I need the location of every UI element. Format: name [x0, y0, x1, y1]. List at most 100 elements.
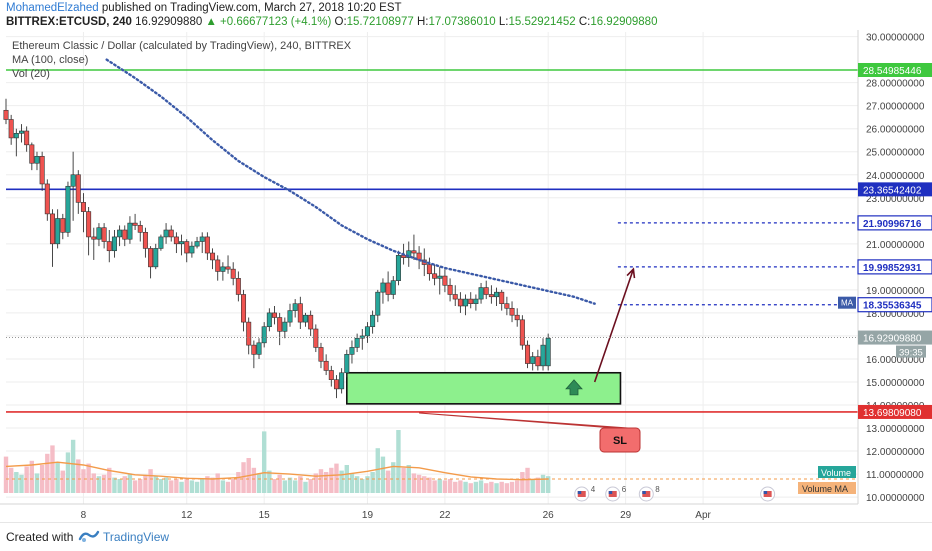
- volume-bar: [375, 448, 380, 493]
- candle-body: [91, 236, 97, 240]
- candle: [256, 338, 262, 359]
- candle-body: [499, 291, 505, 304]
- candle: [277, 312, 283, 346]
- time-tick-label: Apr: [695, 510, 711, 521]
- candle: [55, 209, 61, 249]
- chart-area[interactable]: SL 4 6 8 30.00000000 28.00000000 27.00000000 2…: [0, 30, 932, 522]
- volume-bar: [385, 470, 391, 493]
- volume-bar: [530, 479, 535, 493]
- volume-bar: [504, 483, 510, 493]
- candle: [297, 296, 303, 330]
- candle: [101, 223, 107, 249]
- price-tick-label: 27.00000000: [866, 102, 925, 113]
- ma-tag-bg: [838, 296, 856, 309]
- candle: [457, 292, 463, 313]
- candle-body: [189, 245, 195, 254]
- volume-bar: [143, 474, 148, 493]
- candle: [339, 368, 345, 394]
- candle-body: [60, 218, 66, 233]
- level-tag-label-bg: [858, 404, 932, 419]
- axis-background: [858, 30, 932, 522]
- countdown-bg: [896, 345, 926, 358]
- volume-bar: [96, 476, 102, 493]
- price-tick-label: 26.00000000: [866, 125, 925, 136]
- close-value: 16.92909880: [590, 16, 658, 28]
- candle-body: [230, 268, 236, 279]
- candle-body: [494, 291, 500, 298]
- candle-body: [117, 229, 123, 238]
- candle: [235, 271, 241, 302]
- candle: [117, 225, 123, 247]
- candle-body: [333, 379, 339, 390]
- candle: [426, 257, 432, 281]
- candle: [70, 151, 76, 221]
- candle: [447, 278, 453, 302]
- volume-ma-tag-label: Volume MA: [802, 484, 848, 494]
- grid-lines: [6, 32, 858, 504]
- level-tag-label-bg: [858, 62, 932, 77]
- volume-bars: [3, 430, 858, 493]
- candle: [96, 223, 102, 247]
- volume-bar: [287, 477, 293, 493]
- candle: [473, 294, 479, 311]
- candles: [3, 98, 551, 399]
- ma-line: [105, 58, 596, 305]
- candle-body: [426, 264, 432, 275]
- price-tick-label: 18.00000000: [866, 309, 925, 320]
- high-label: H:: [417, 16, 429, 28]
- price-tick-label: 19.00000000: [866, 286, 925, 297]
- tradingview-logo-icon[interactable]: [78, 528, 100, 544]
- volume-bar: [277, 474, 282, 493]
- volume-bar: [107, 467, 112, 493]
- price-tick-label: 30.00000000: [866, 33, 925, 44]
- volume-bar: [447, 479, 453, 493]
- candle-body: [302, 314, 308, 323]
- candle: [354, 333, 360, 353]
- candle: [411, 234, 417, 260]
- volume-bar: [169, 480, 174, 493]
- volume-bar: [499, 481, 504, 493]
- price-tick-label: 28.00000000: [866, 79, 925, 90]
- volume-bar: [339, 470, 344, 493]
- candle-body: [127, 222, 133, 240]
- volume-bar: [489, 481, 494, 493]
- volume-bar: [261, 431, 267, 493]
- volume-bar: [422, 476, 427, 493]
- vol-legend[interactable]: Vol (20): [12, 68, 50, 80]
- candle-body: [8, 119, 14, 139]
- author-link[interactable]: MohamedElzahed: [6, 2, 99, 14]
- volume-bar: [334, 463, 339, 493]
- candle-body: [339, 372, 345, 390]
- volume-bar: [220, 480, 226, 493]
- volume-bar: [225, 481, 231, 493]
- candle-body: [142, 232, 148, 249]
- candle-body: [323, 360, 329, 371]
- ma-legend[interactable]: MA (100, close): [12, 54, 89, 66]
- level-tag-label: 28.54985446: [863, 66, 922, 77]
- volume-bar: [256, 473, 262, 493]
- sl-pointer: [419, 412, 629, 429]
- candle: [106, 230, 112, 263]
- volume-bar: [303, 481, 308, 493]
- volume-bar: [205, 476, 210, 493]
- candle-body: [168, 229, 174, 238]
- volume-bar: [416, 474, 422, 493]
- volume-bar: [354, 476, 360, 493]
- volume-bar: [174, 479, 179, 493]
- tradingview-brand[interactable]: TradingView: [103, 530, 170, 544]
- volume-bar: [453, 481, 458, 493]
- candle: [406, 241, 412, 267]
- volume-bar: [184, 477, 189, 493]
- candle: [323, 354, 329, 376]
- price-tick-label: 21.00000000: [866, 240, 925, 251]
- candle: [210, 248, 216, 270]
- candle-body: [364, 326, 370, 337]
- candle: [215, 255, 221, 281]
- price-tick-label: 13.00000000: [866, 424, 925, 435]
- price-chart[interactable]: SL 4 6 8 30.00000000 28.00000000 27.00000000 2…: [0, 30, 932, 522]
- candle: [111, 230, 117, 258]
- candle-body: [194, 241, 200, 247]
- volume-bar: [370, 472, 375, 493]
- candle: [24, 126, 30, 152]
- volume-ma-tag-bg: [798, 482, 856, 494]
